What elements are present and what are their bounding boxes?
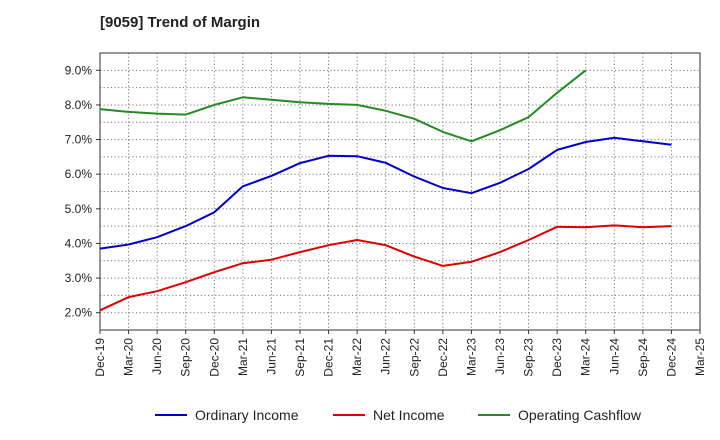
x-tick-label: Dec-19 — [93, 338, 107, 377]
x-tick-label: Mar-23 — [464, 338, 478, 376]
x-tick-label: Sep-23 — [522, 338, 536, 377]
plot-frame — [99, 52, 701, 331]
legend-label-2: Operating Cashflow — [518, 407, 642, 423]
x-tick-label: Sep-21 — [293, 338, 307, 377]
x-tick-label: Sep-24 — [636, 338, 650, 377]
legend-label-1: Net Income — [373, 407, 445, 423]
x-tick-label: Jun-21 — [264, 338, 278, 375]
legend-label-0: Ordinary Income — [195, 407, 299, 423]
y-tick-label: 5.0% — [65, 202, 93, 216]
x-tick-label: Mar-20 — [122, 338, 136, 376]
y-tick-label: 7.0% — [65, 133, 93, 147]
x-tick-label: Mar-24 — [579, 338, 593, 376]
x-tick-label: Dec-20 — [207, 338, 221, 377]
y-tick-label: 4.0% — [65, 236, 93, 250]
x-tick-label: Mar-21 — [236, 338, 250, 376]
chart-title: [9059] Trend of Margin — [100, 14, 261, 31]
x-tick-label: Dec-23 — [550, 338, 564, 377]
y-tick-label: 8.0% — [65, 98, 93, 112]
x-tick-label: Sep-22 — [407, 338, 421, 377]
x-tick-label: Mar-25 — [693, 338, 707, 376]
series-line-2 — [99, 69, 587, 143]
x-tick-label: Mar-22 — [350, 338, 364, 376]
x-tick-label: Jun-20 — [150, 338, 164, 375]
y-tick-label: 3.0% — [65, 271, 93, 285]
x-tick-label: Dec-22 — [436, 338, 450, 377]
x-tick-label: Sep-20 — [179, 338, 193, 377]
x-tick-label: Jun-22 — [379, 338, 393, 375]
x-tick-label: Dec-24 — [664, 338, 678, 377]
series-line-0 — [99, 136, 672, 250]
x-tick-label: Jun-24 — [607, 338, 621, 375]
y-tick-label: 6.0% — [65, 167, 93, 181]
y-tick-label: 9.0% — [65, 63, 93, 77]
series-line-1 — [99, 224, 672, 312]
x-tick-label: Jun-23 — [493, 338, 507, 375]
x-tick-label: Dec-21 — [322, 338, 336, 377]
y-tick-label: 2.0% — [65, 306, 93, 320]
